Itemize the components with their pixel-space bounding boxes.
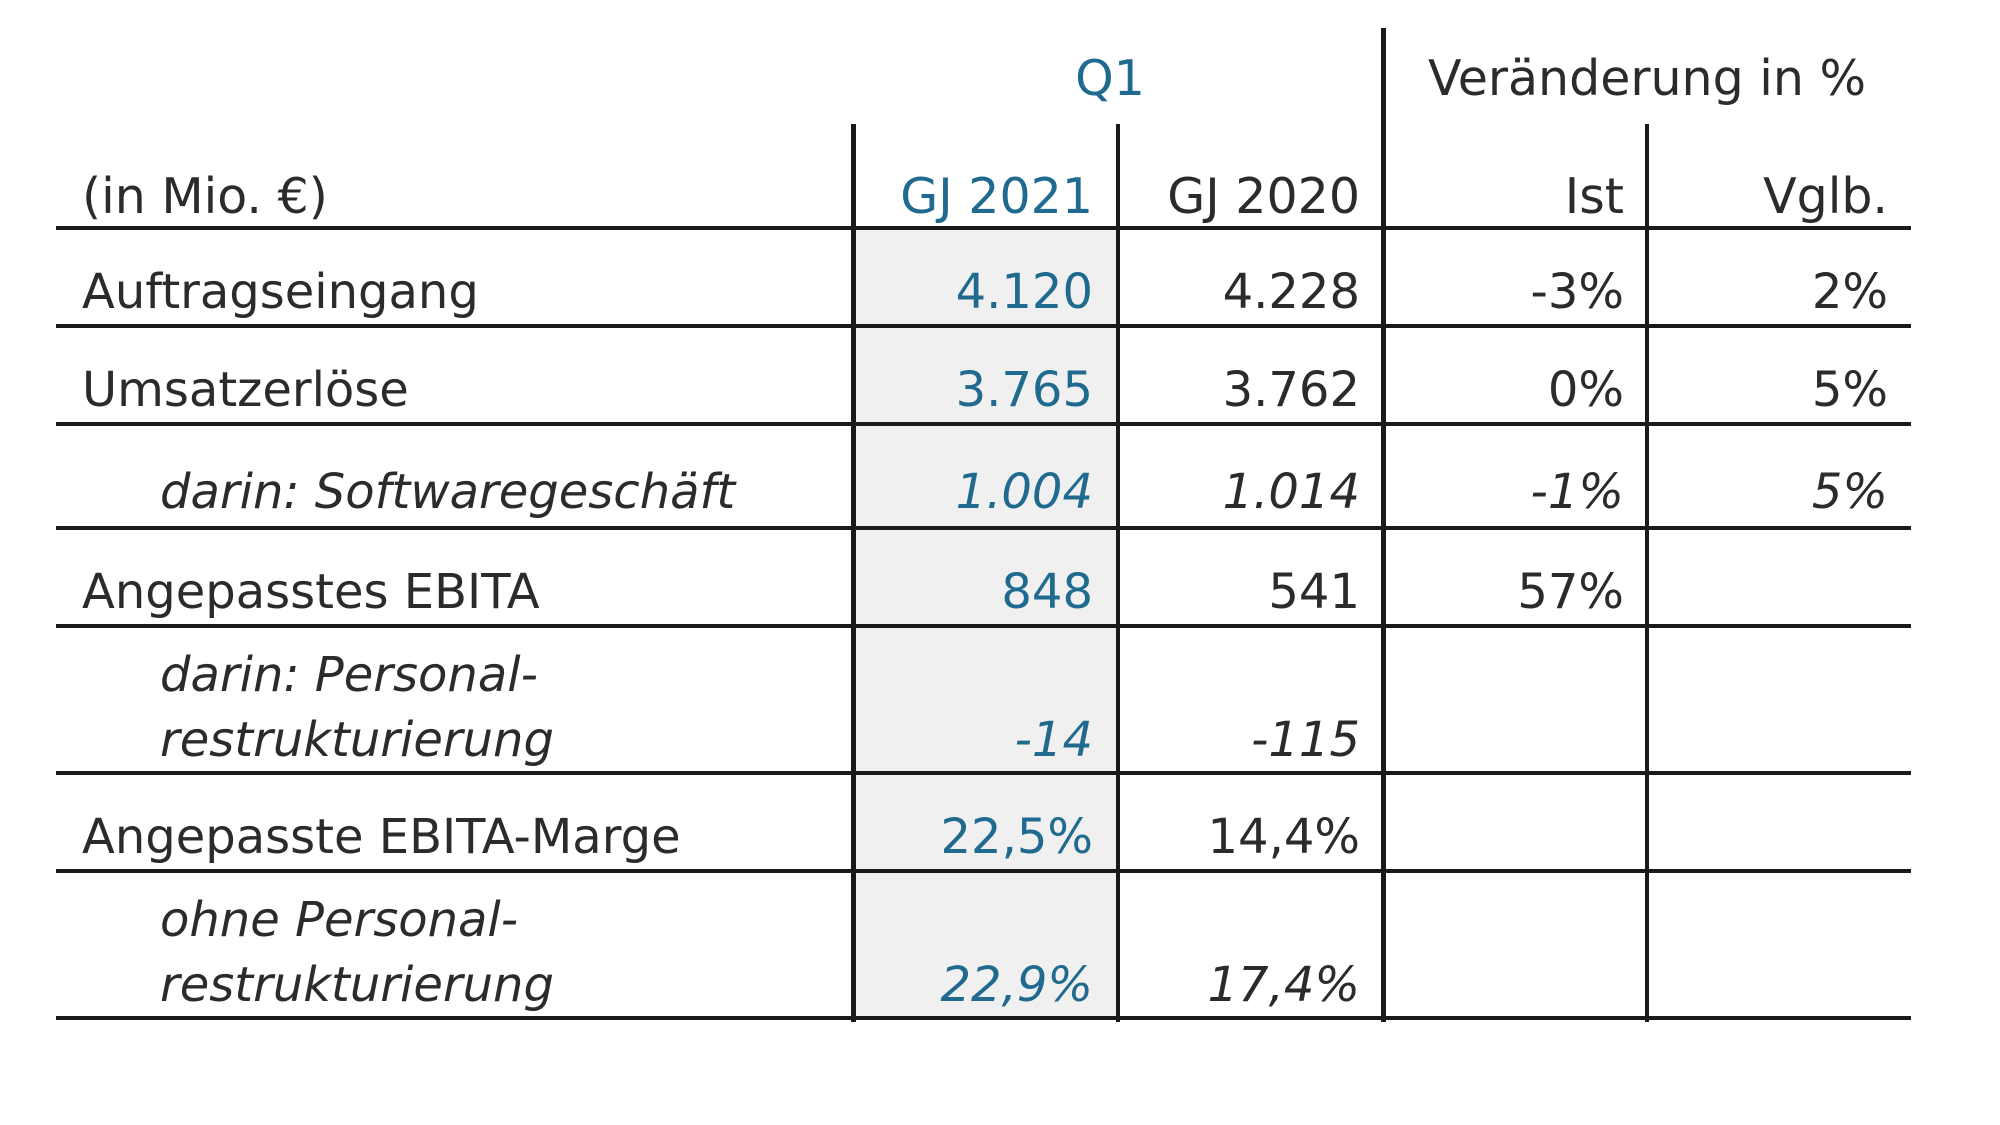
row-label-excl-restructuring-line2: restrukturierung bbox=[160, 957, 554, 1013]
cell-software-business-comparable: 5% bbox=[1811, 464, 1888, 520]
column-divider-actual-right bbox=[1645, 124, 1649, 1022]
cell-excl-restructuring-fy2021: 22,9% bbox=[940, 957, 1093, 1013]
cell-revenue-actual: 0% bbox=[1547, 362, 1624, 418]
row-label-adjusted-ebita: Angepasstes EBITA bbox=[82, 564, 540, 620]
cell-adjusted-ebita-actual: 57% bbox=[1517, 564, 1624, 620]
column-header-actual: Ist bbox=[1564, 168, 1624, 225]
row-rule-5 bbox=[56, 771, 1911, 775]
row-label-order-intake: Auftragseingang bbox=[82, 264, 479, 320]
cell-excl-restructuring-fy2020: 17,4% bbox=[1207, 957, 1360, 1013]
cell-order-intake-fy2021: 4.120 bbox=[955, 264, 1093, 320]
cell-software-business-actual: -1% bbox=[1530, 464, 1624, 520]
row-rule-1 bbox=[56, 324, 1911, 328]
row-rule-6 bbox=[56, 869, 1911, 873]
row-label-excl-restructuring-line1: ohne Personal- bbox=[160, 892, 519, 948]
cell-order-intake-comparable: 2% bbox=[1811, 264, 1888, 320]
cell-adjusted-ebita-fy2020: 541 bbox=[1268, 564, 1360, 620]
row-label-revenue: Umsatzerlöse bbox=[82, 362, 409, 418]
cell-revenue-fy2020: 3.762 bbox=[1222, 362, 1360, 418]
column-header-comparable: Vglb. bbox=[1763, 168, 1888, 225]
unit-label: (in Mio. €) bbox=[82, 168, 328, 225]
cell-revenue-comparable: 5% bbox=[1811, 362, 1888, 418]
bottom-rule bbox=[56, 1016, 1911, 1020]
row-label-personnel-restructuring-line1: darin: Personal- bbox=[160, 647, 538, 703]
column-divider-fy2021-left bbox=[851, 124, 856, 1022]
cell-software-business-fy2020: 1.014 bbox=[1222, 464, 1360, 520]
column-divider-fy2021-right bbox=[1116, 124, 1120, 1022]
header-rule bbox=[56, 226, 1911, 230]
cell-adjusted-ebita-margin-fy2020: 14,4% bbox=[1207, 809, 1360, 865]
cell-adjusted-ebita-fy2021: 848 bbox=[1001, 564, 1093, 620]
cell-personnel-restructuring-fy2021: -14 bbox=[1014, 712, 1093, 768]
row-rule-4 bbox=[56, 624, 1911, 628]
cell-order-intake-fy2020: 4.228 bbox=[1222, 264, 1360, 320]
column-divider-change-left bbox=[1381, 28, 1386, 1022]
cell-order-intake-actual: -3% bbox=[1530, 264, 1624, 320]
row-label-adjusted-ebita-margin: Angepasste EBITA-Marge bbox=[82, 809, 681, 865]
row-rule-2 bbox=[56, 422, 1911, 426]
cell-personnel-restructuring-fy2020: -115 bbox=[1251, 712, 1360, 768]
column-header-fy2021: GJ 2021 bbox=[900, 168, 1093, 225]
cell-software-business-fy2021: 1.004 bbox=[955, 464, 1093, 520]
column-header-fy2020: GJ 2020 bbox=[1167, 168, 1360, 225]
row-label-personnel-restructuring-line2: restrukturierung bbox=[160, 712, 554, 768]
group-header-period: Q1 bbox=[1075, 50, 1145, 107]
cell-revenue-fy2021: 3.765 bbox=[955, 362, 1093, 418]
cell-adjusted-ebita-margin-fy2021: 22,5% bbox=[940, 809, 1093, 865]
group-header-change: Veränderung in % bbox=[1428, 50, 1867, 107]
row-label-software-business: darin: Softwaregeschäft bbox=[160, 464, 736, 520]
row-rule-3 bbox=[56, 526, 1911, 530]
